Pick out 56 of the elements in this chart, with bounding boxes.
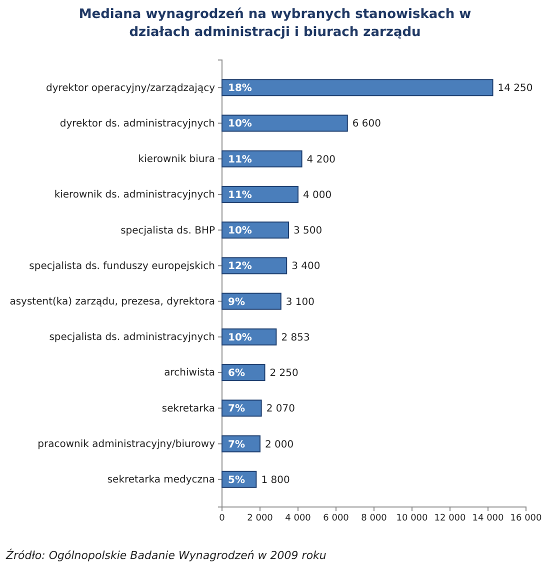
x-tick-label: 6 000	[323, 513, 350, 524]
data-label: 2 853	[281, 332, 310, 344]
y-tick-label: pracownik administracyjny/biurowy	[38, 438, 216, 450]
y-tick-label: kierownik ds. administracyjnych	[54, 190, 215, 201]
y-tick-label: dyrektor operacyjny/zarządzający	[46, 82, 216, 94]
y-tick-label: kierownik biura	[138, 154, 215, 166]
data-label: 1 800	[261, 474, 290, 486]
bar	[222, 114, 348, 132]
annotation: 9%	[228, 296, 245, 308]
y-tick-label: specjalista ds. BHP	[120, 225, 215, 236]
bar	[222, 79, 494, 96]
data-label: 14 250	[498, 83, 533, 94]
x-tick-label: 2 000	[247, 513, 274, 524]
chart-title: Mediana wynagrodzeń na wybranych stanowiskach w działach administracji i biurach zarządu	[78, 7, 472, 40]
annotation: 12%	[228, 261, 252, 272]
bar	[222, 292, 282, 310]
bar	[222, 400, 262, 417]
bar	[222, 186, 298, 203]
data-label: 2 070	[266, 404, 295, 415]
annotation: 11%	[228, 190, 252, 201]
bar	[222, 257, 288, 274]
bar	[222, 222, 289, 239]
data-label: 2 000	[265, 439, 294, 450]
x-tick-label: 4 000	[285, 513, 312, 524]
y-tick-label: asystent(ka) zarządu, prezesa, dyrektora	[10, 296, 215, 308]
annotation: 11%	[228, 154, 252, 166]
x-tick-label: 10 000	[396, 513, 428, 524]
annotation: 10%	[228, 118, 252, 130]
annotation: 18%	[228, 83, 252, 94]
data-label: 6 600	[352, 118, 382, 130]
data-label: 4 000	[303, 190, 332, 201]
annotation: 7%	[228, 404, 245, 415]
bar	[222, 364, 266, 382]
annotation: 6%	[228, 368, 245, 380]
data-label: 3 400	[292, 261, 320, 272]
y-tick-label: sekretarka	[162, 403, 215, 414]
y-tick-label: specjalista ds. administracyjnych	[49, 332, 215, 344]
x-tick-label: 8 000	[361, 513, 388, 524]
data-label: 2 250	[270, 368, 298, 380]
annotation: 7%	[228, 439, 245, 450]
x-tick-label: 14 000	[472, 513, 504, 524]
y-tick-label: sekretarka medyczna	[107, 474, 215, 486]
x-tick-label: 16 000	[510, 513, 542, 524]
annotation: 10%	[228, 226, 252, 237]
data-label: 3 500	[294, 226, 322, 237]
y-tick-label: archiwista	[164, 368, 215, 379]
x-tick-label: 0	[219, 513, 226, 524]
data-label: 4 200	[306, 154, 336, 166]
annotation: 10%	[228, 332, 252, 344]
annotation: 5%	[228, 474, 245, 486]
y-tick-label: dyrektor ds. administracyjnych	[60, 118, 215, 130]
data-label: 3 100	[286, 296, 315, 308]
text: Źródło: Ogólnopolskie Badanie Wynagrodzeń w 2009 roku	[5, 548, 326, 562]
bar	[222, 150, 302, 168]
x-tick-label: 12 000	[434, 513, 466, 524]
y-tick-label: specjalista ds. funduszy europejskich	[29, 260, 215, 272]
